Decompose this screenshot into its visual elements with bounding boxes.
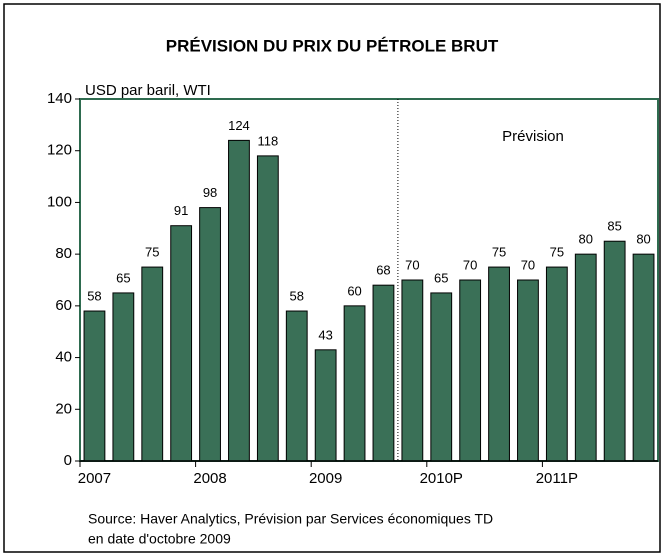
bar (632, 253, 655, 462)
y-tick-label: 40 (55, 349, 72, 366)
value-label: 75 (492, 245, 506, 260)
value-label: 124 (228, 118, 250, 133)
y-axis-label: USD par baril, WTI (85, 82, 211, 99)
bar (343, 305, 366, 462)
value-label: 118 (257, 133, 278, 148)
bar (199, 207, 221, 462)
bar (545, 266, 568, 462)
x-tick-label: 2011P (536, 470, 578, 487)
bar (170, 225, 193, 462)
bar (603, 240, 626, 462)
bar (459, 279, 482, 462)
y-tick-label: 100 (47, 193, 72, 210)
bar (314, 349, 337, 462)
value-label: 98 (203, 185, 217, 200)
bar (228, 139, 250, 462)
value-label: 58 (87, 288, 101, 303)
y-tick-label: 60 (55, 297, 72, 314)
value-label: 65 (434, 270, 448, 285)
y-tick-label: 120 (47, 142, 72, 159)
value-label: 80 (579, 232, 593, 247)
y-tick-label: 140 (47, 90, 72, 107)
value-label: 43 (318, 327, 332, 342)
x-tick-label: 2008 (193, 470, 226, 487)
bar (372, 284, 395, 462)
value-label: 91 (174, 203, 188, 218)
y-tick-label: 20 (55, 400, 72, 417)
y-tick-label: 0 (64, 452, 72, 469)
source: Source: Haver Analytics, Prévision par S… (88, 511, 493, 527)
bar (401, 279, 424, 462)
value-label: 70 (463, 257, 477, 272)
x-tick-label: 2007 (78, 470, 111, 487)
source: en date d'octobre 2009 (88, 531, 231, 547)
value-label: 65 (116, 270, 130, 285)
annotation: Prévision (502, 128, 564, 145)
value-label: 75 (550, 245, 564, 260)
value-label: 85 (607, 219, 621, 234)
bar (574, 253, 597, 462)
bar (256, 155, 279, 462)
bar (141, 266, 164, 462)
x-tick-label: 2009 (309, 470, 342, 487)
value-label: 68 (376, 263, 390, 278)
bar (488, 266, 510, 462)
value-label: 70 (405, 257, 419, 272)
value-label: 80 (636, 232, 650, 247)
x-tick-label: 2010P (420, 470, 463, 487)
bar (430, 292, 453, 462)
bar (285, 310, 308, 462)
value-label: 70 (521, 257, 535, 272)
bar (83, 310, 106, 462)
value-label: 75 (145, 245, 159, 260)
y-tick-label: 80 (55, 245, 72, 262)
value-label: 60 (347, 283, 361, 298)
bar (517, 279, 539, 462)
bar (112, 292, 135, 462)
value-label: 58 (290, 288, 304, 303)
chart-title: PRÉVISION DU PRIX DU PÉTROLE BRUT (166, 36, 499, 55)
